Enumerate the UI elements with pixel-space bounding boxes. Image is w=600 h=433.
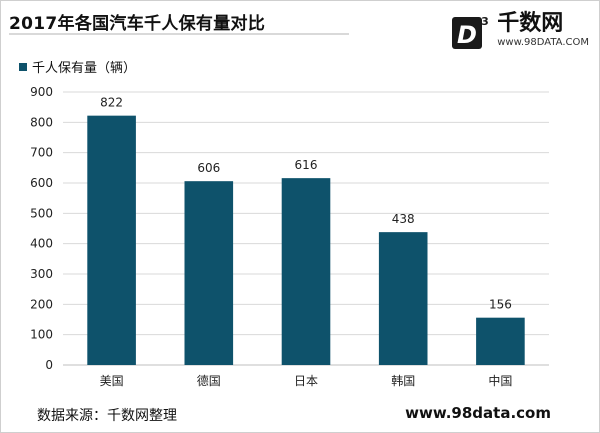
legend-label: 千人保有量（辆） [32,61,137,76]
legend-swatch [19,62,27,71]
y-tick-label: 100 [30,328,53,342]
chart-legend: 千人保有量（辆） [19,57,136,76]
x-tick-label: 美国 [100,374,124,388]
logo-url: www.98DATA.COM [497,37,589,48]
x-axis-ticks: 美国 德国 日本 韩国 中国 [100,373,513,388]
y-axis-ticks: 0 100 200 300 400 500 600 700 800 900 [30,85,53,372]
footer-url: www.98data.com [405,404,551,422]
data-source: 数据来源：千数网整理 [37,408,177,424]
data-label: 156 [489,298,512,312]
title-divider [9,33,349,35]
x-tick-label: 德国 [197,373,221,388]
data-label: 606 [197,161,220,175]
data-labels: 822 606 616 438 156 [100,96,512,312]
data-label: 438 [392,212,415,226]
x-tick-label: 韩国 [391,373,415,388]
logo-mark-sup: 3 [481,15,489,28]
bar [476,317,525,365]
data-label: 822 [100,96,123,110]
y-tick-label: 700 [30,146,53,160]
y-tick-label: 200 [30,297,53,311]
bar [87,115,136,365]
bars [87,115,525,365]
y-tick-label: 800 [30,115,53,129]
brand-logo: D 3 千数网 www.98DATA.COM [451,11,589,51]
x-tick-label: 中国 [488,373,512,388]
data-label: 616 [295,158,318,172]
bar [281,178,331,365]
bar [184,181,234,365]
logo-mark-letter: D [457,21,477,49]
y-tick-label: 300 [30,267,53,281]
x-tick-label: 日本 [294,374,318,388]
y-tick-label: 400 [30,237,53,251]
y-tick-label: 500 [30,206,53,220]
y-tick-label: 900 [30,85,53,99]
logo-icon: D 3 [452,15,489,49]
y-tick-label: 0 [45,358,53,372]
bar [378,232,428,365]
logo-text: 千数网 www.98DATA.COM [497,13,589,49]
chart-title: 2017年各国汽车千人保有量对比 [9,14,266,34]
y-tick-label: 600 [30,176,53,190]
logo-name: 千数网 [497,11,564,36]
